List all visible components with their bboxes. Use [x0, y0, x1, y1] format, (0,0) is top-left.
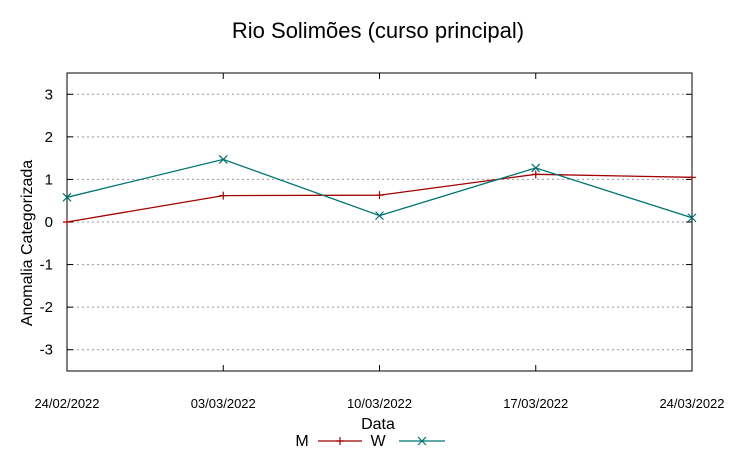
- legend-label-W: W: [370, 433, 386, 450]
- x-tick-label: 24/03/2022: [659, 396, 724, 411]
- grid: [67, 93, 692, 351]
- data-point: [688, 173, 696, 182]
- data-point: [375, 191, 384, 200]
- y-tick-label: -2: [40, 299, 53, 316]
- data-point: [417, 436, 427, 446]
- x-tick-label: 10/03/2022: [347, 396, 412, 411]
- y-tick-label: 2: [45, 129, 53, 146]
- y-tick-label: -1: [40, 257, 53, 274]
- series-line-W: [66, 158, 693, 219]
- data-point: [531, 163, 541, 173]
- x-ticks: 24/02/2022 03/03/2022 10/03/2022 17/03/2022…: [34, 396, 724, 411]
- data-point: [336, 437, 344, 445]
- data-point: [687, 213, 697, 223]
- data-point: [218, 154, 228, 164]
- y-tick-label: 0: [45, 214, 53, 231]
- data-point: [62, 192, 72, 202]
- x-axis-label: Data: [361, 416, 395, 433]
- y-ticks: -3 -2 -1 0 1 2 3: [40, 86, 53, 358]
- data-point: [531, 170, 540, 179]
- x-tick-label: 03/03/2022: [191, 396, 256, 411]
- y-tick-label: 3: [45, 86, 53, 103]
- y-tick-label: 1: [45, 171, 53, 188]
- y-tick-label: -3: [40, 342, 53, 359]
- series: [62, 154, 697, 226]
- x-tick-label: 17/03/2022: [503, 396, 568, 411]
- y-axis-label: Anomalia Categorizada: [19, 160, 36, 326]
- data-point: [375, 211, 384, 221]
- legend-label-M: M: [295, 433, 308, 450]
- x-tick-label: 24/02/2022: [34, 396, 99, 411]
- data-point: [63, 218, 71, 226]
- data-point: [219, 191, 228, 200]
- chart-title: Rio Solimões (curso principal): [232, 18, 524, 43]
